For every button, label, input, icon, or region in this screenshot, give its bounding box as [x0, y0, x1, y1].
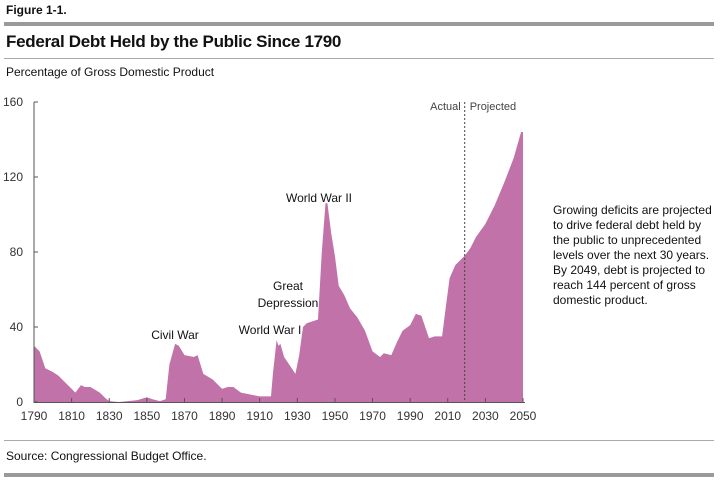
x-tick-label: 1870: [171, 409, 198, 423]
y-tick-label: 120: [3, 170, 23, 184]
y-tick-label: 160: [3, 95, 23, 109]
x-tick-label: 1850: [133, 409, 160, 423]
annotation-world-war-i: World War I: [239, 323, 302, 337]
chart-note: Growing deficits are projected to drive …: [553, 203, 712, 307]
bottom-rule: [4, 473, 714, 477]
x-tick-label: 1990: [397, 409, 424, 423]
actual-label: Actual: [430, 101, 461, 113]
source-rule: [4, 440, 714, 441]
source-text: Source: Congressional Budget Office.: [6, 449, 207, 463]
x-tick-label: 1930: [284, 409, 311, 423]
x-tick-label: 2050: [510, 409, 537, 423]
annotation-great-depression: Great Depression: [258, 279, 319, 310]
x-tick-label: 1910: [246, 409, 273, 423]
figure-label: Figure 1-1.: [6, 3, 67, 17]
annotation-world-war-ii: World War II: [286, 191, 352, 205]
y-tick-label: 40: [10, 320, 24, 334]
debt-area: [34, 132, 523, 402]
chart-title: Federal Debt Held by the Public Since 17…: [6, 32, 342, 51]
x-tick-label: 1810: [58, 409, 85, 423]
y-tick-label: 0: [16, 395, 23, 409]
x-tick-label: 1890: [209, 409, 236, 423]
annotation-civil-war: Civil War: [151, 328, 199, 342]
title-rule: [4, 58, 714, 59]
x-tick-label: 2010: [434, 409, 461, 423]
x-tick-label: 1830: [96, 409, 123, 423]
x-tick-label: 1970: [359, 409, 386, 423]
y-tick-label: 80: [10, 245, 24, 259]
top-rule: [4, 22, 714, 26]
projected-label: Projected: [470, 101, 516, 113]
y-axis-label: Percentage of Gross Domestic Product: [6, 65, 215, 79]
x-tick-label: 2030: [472, 409, 499, 423]
x-tick-label: 1950: [322, 409, 349, 423]
x-tick-label: 1790: [21, 409, 48, 423]
